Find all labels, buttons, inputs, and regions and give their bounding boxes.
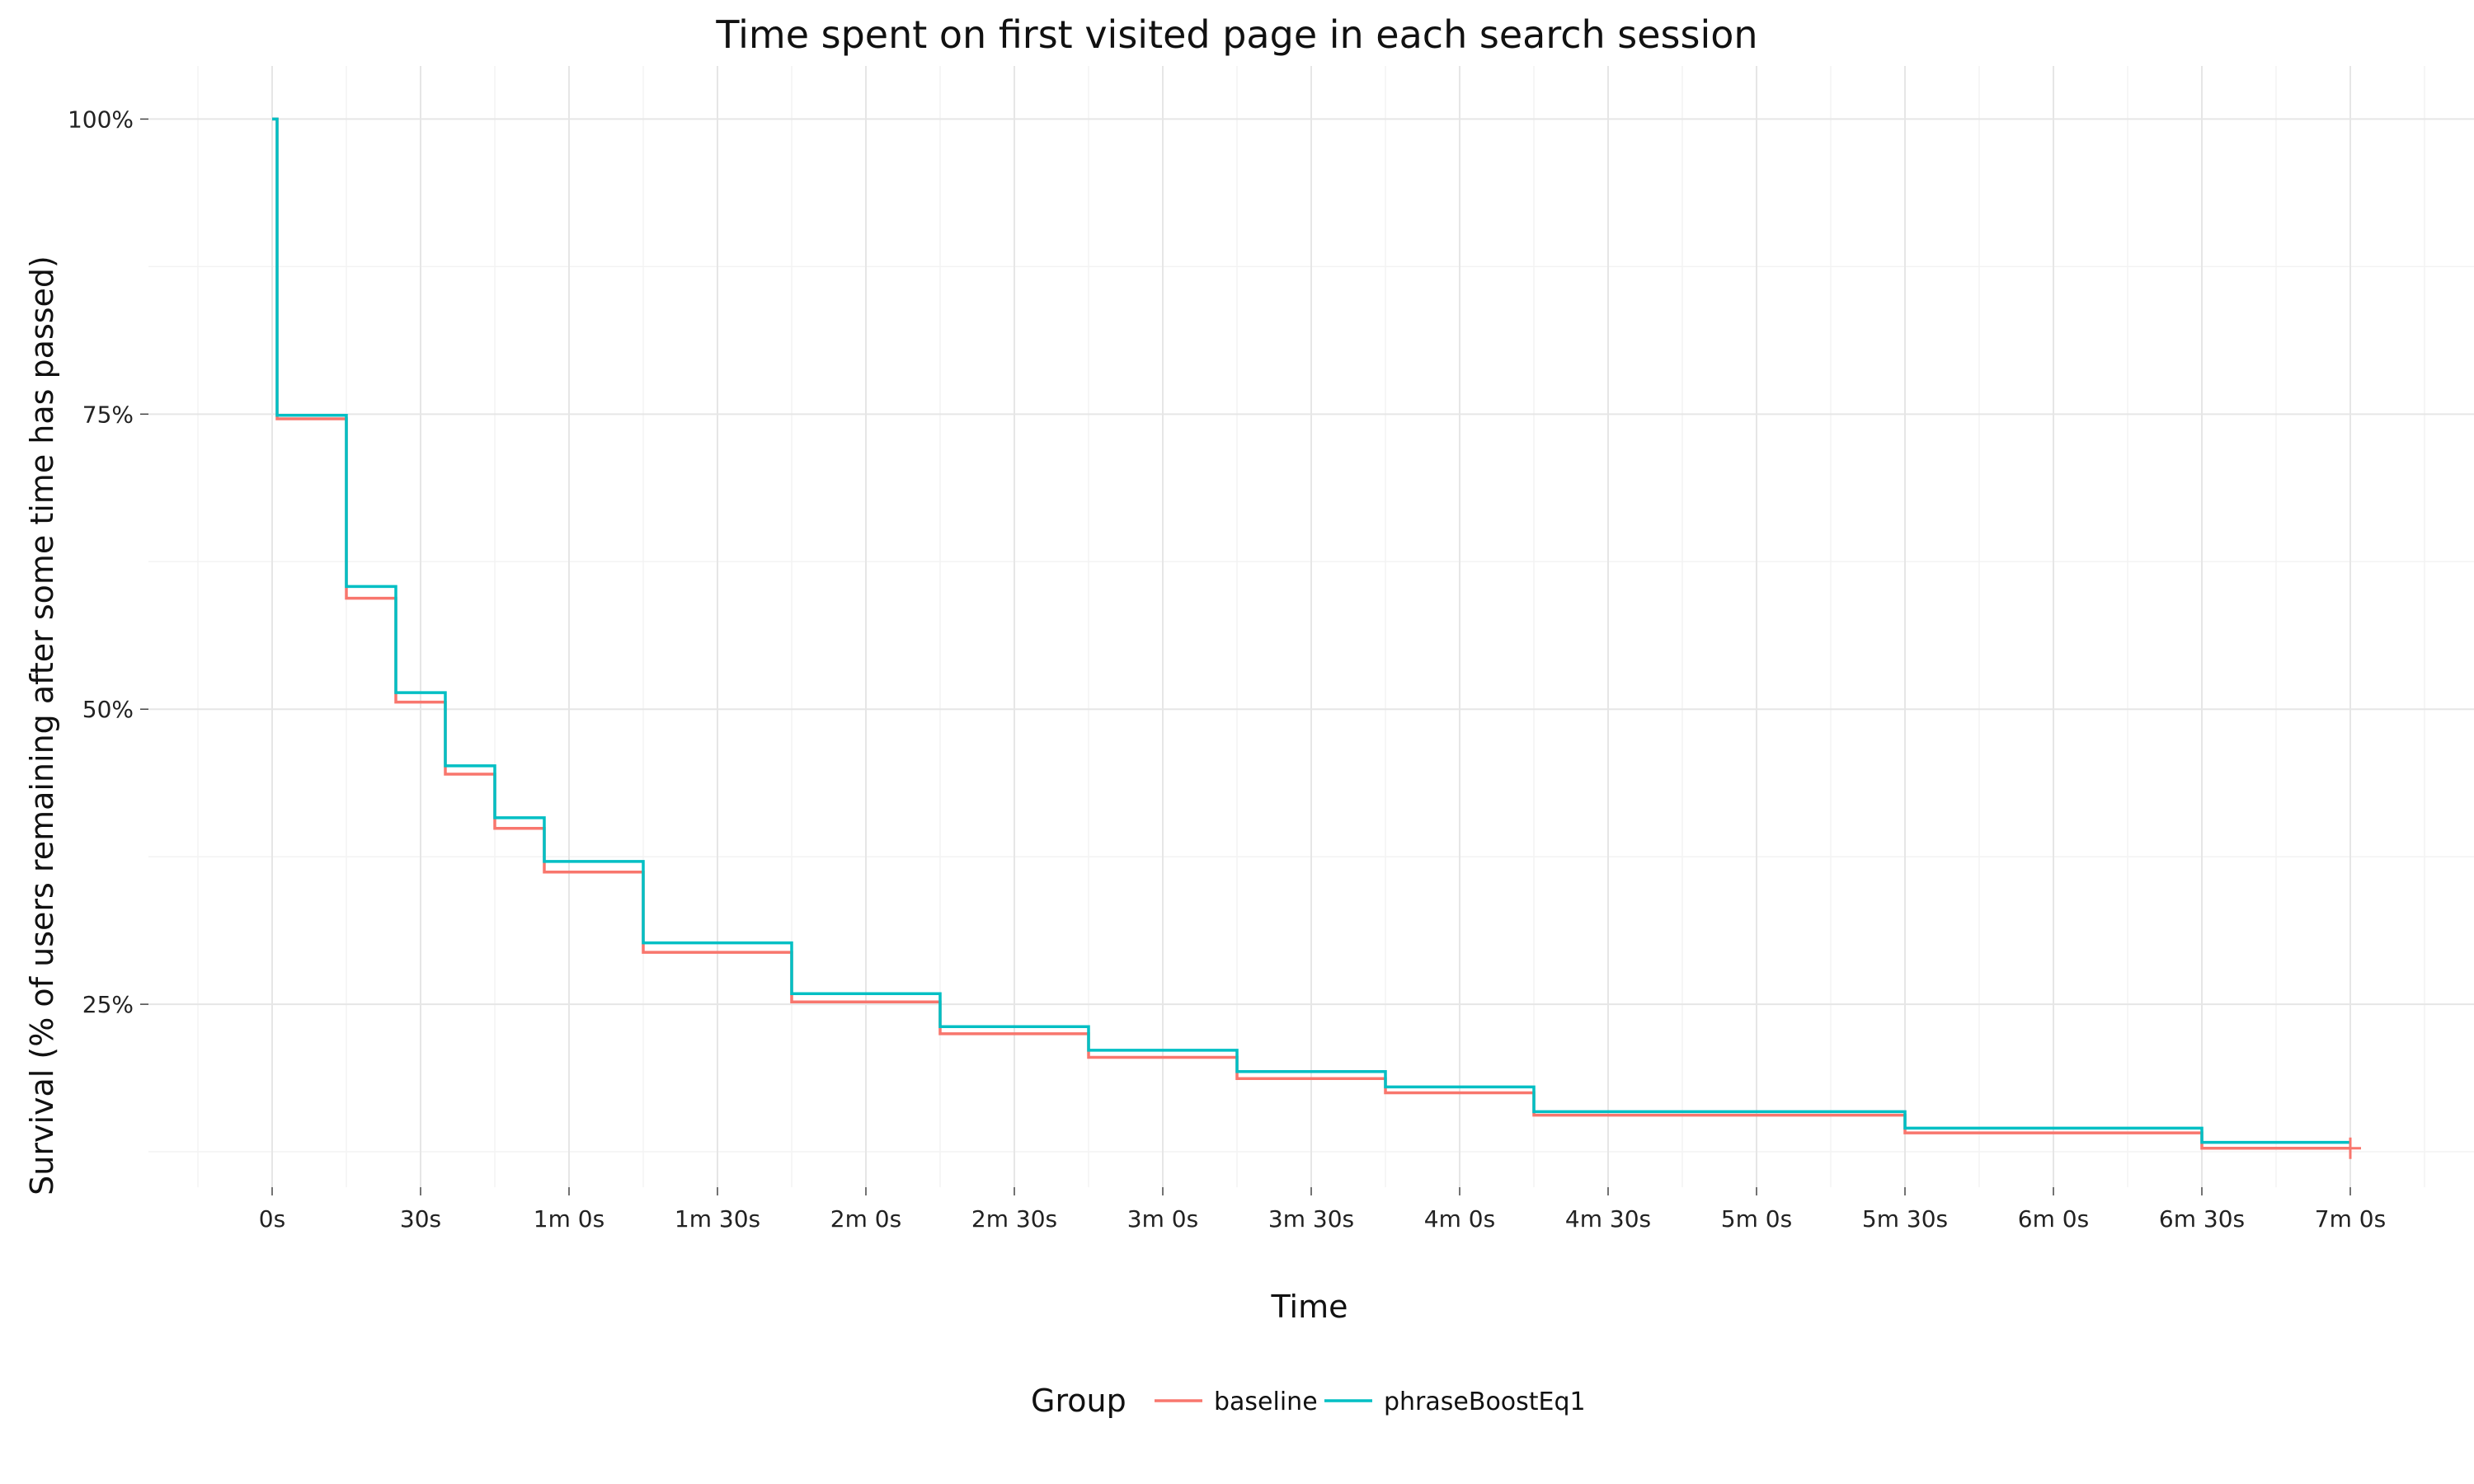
x-tick-label: 5m 30s xyxy=(1862,1205,1948,1233)
x-tick-label: 6m 30s xyxy=(2159,1205,2245,1233)
legend-title: Group xyxy=(1031,1383,1126,1419)
grid xyxy=(148,66,2474,1187)
axes: 0s 30s 1m 0s 1m 30s 2m 0s 2m 30s 3m 0s 3m 30s 4m… xyxy=(68,106,2386,1233)
censor-mark-baseline xyxy=(2340,1137,2361,1159)
legend-label-baseline: baseline xyxy=(1214,1388,1318,1416)
x-tick-label: 1m 0s xyxy=(534,1205,604,1233)
plot-area xyxy=(272,117,2361,1159)
x-tick-label: 3m 30s xyxy=(1268,1205,1354,1233)
series-line-phraseboosteq1 xyxy=(272,117,2350,1144)
x-tick-label: 4m 0s xyxy=(1424,1205,1495,1233)
x-tick-label: 1m 30s xyxy=(675,1205,760,1233)
y-tick-label: 50% xyxy=(82,696,134,723)
x-tick-label: 3m 0s xyxy=(1127,1205,1198,1233)
x-axis-title: Time xyxy=(1271,1289,1348,1325)
legend: Group baseline phraseBoostEq1 xyxy=(1031,1383,1586,1419)
chart-title: Time spent on first visited page in each… xyxy=(715,12,1757,57)
x-tick-label: 5m 0s xyxy=(1721,1205,1792,1233)
x-tick-label: 6m 0s xyxy=(2018,1205,2089,1233)
y-tick-label: 25% xyxy=(82,991,134,1018)
x-tick-label: 7m 0s xyxy=(2315,1205,2386,1233)
y-axis-title: Survival (% of users remaining after som… xyxy=(24,256,60,1195)
legend-label-phraseboosteq1: phraseBoostEq1 xyxy=(1384,1388,1586,1416)
x-tick-label: 30s xyxy=(400,1205,441,1233)
x-tick-label: 4m 30s xyxy=(1565,1205,1651,1233)
x-tick-label: 0s xyxy=(259,1205,285,1233)
x-tick-label: 2m 30s xyxy=(971,1205,1057,1233)
y-tick-label: 75% xyxy=(82,401,134,428)
x-tick-label: 2m 0s xyxy=(830,1205,901,1233)
y-tick-label: 100% xyxy=(68,106,134,133)
